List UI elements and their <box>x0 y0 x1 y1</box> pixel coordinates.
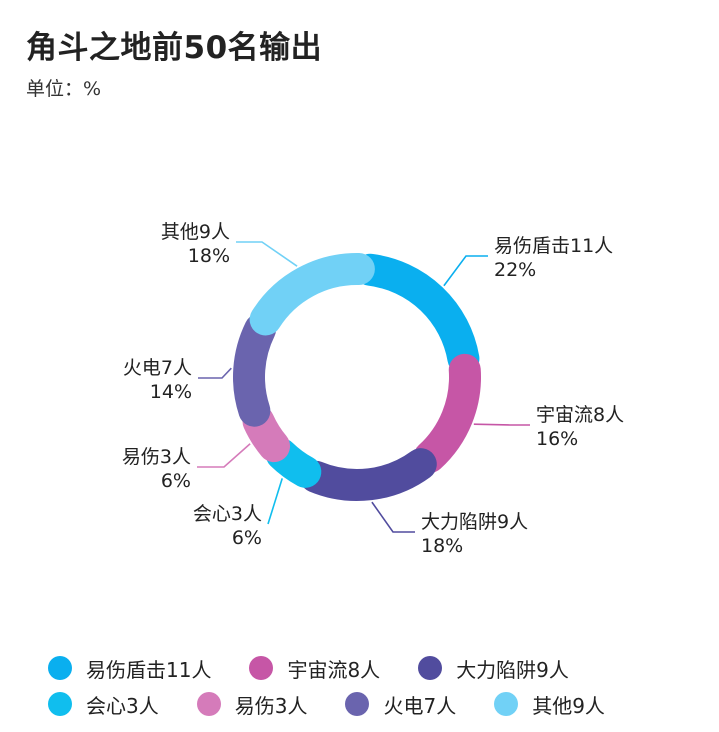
donut-slice[interactable] <box>354 253 480 375</box>
chart-title: 角斗之地前50名输出 <box>26 30 323 66</box>
leader-line <box>197 443 251 468</box>
donut-slice[interactable] <box>233 313 277 427</box>
legend-item[interactable]: 宇宙流8人 <box>249 654 380 683</box>
leader-line <box>198 367 232 379</box>
legend-label: 其他9人 <box>532 693 605 718</box>
slice-label: 易伤盾击11人 <box>494 235 613 257</box>
donut-chart: 易伤盾击11人22%宇宙流8人16%大力陷阱9人18%会心3人6%易伤3人6%火… <box>122 221 624 557</box>
leader-line <box>236 241 298 267</box>
slice-value-label: 6% <box>232 527 262 549</box>
legend-item[interactable]: 易伤3人 <box>196 690 308 719</box>
legend-swatch <box>48 656 72 680</box>
legend-item[interactable]: 其他9人 <box>494 690 605 719</box>
slice-value-label: 18% <box>188 245 230 267</box>
legend-label: 火电7人 <box>383 693 457 718</box>
donut-slice[interactable] <box>249 253 375 336</box>
legend-label: 易伤盾击11人 <box>86 657 212 682</box>
legend-swatch <box>48 692 72 716</box>
slice-value-label: 16% <box>536 428 578 450</box>
slice-label: 会心3人 <box>193 503 262 525</box>
leader-line <box>267 478 283 525</box>
leader-line <box>473 423 530 426</box>
legend-swatch <box>196 692 221 716</box>
slice-value-label: 18% <box>421 535 463 557</box>
donut-slice[interactable] <box>413 353 481 474</box>
legend-row: 会心3人 易伤3人 火电7人 其他9人 <box>48 686 708 722</box>
slice-label: 易伤3人 <box>122 446 191 468</box>
legend-label: 大力陷阱9人 <box>456 657 569 682</box>
slice-label: 火电7人 <box>123 357 192 379</box>
slice-label: 大力陷阱9人 <box>421 511 528 533</box>
legend-item[interactable]: 大力陷阱9人 <box>418 654 569 683</box>
legend-item[interactable]: 火电7人 <box>345 690 456 719</box>
legend-swatch <box>494 692 519 716</box>
slice-value-label: 14% <box>150 381 192 403</box>
legend-row: 易伤盾击11人 宇宙流8人 大力陷阱9人 <box>48 650 708 686</box>
donut-slice[interactable] <box>299 448 437 501</box>
legend-item[interactable]: 易伤盾击11人 <box>48 654 211 683</box>
chart-subtitle: 单位：% <box>26 78 102 100</box>
legend-swatch <box>345 692 370 716</box>
legend-label: 易伤3人 <box>234 693 308 718</box>
legend-item[interactable]: 会心3人 <box>48 690 159 719</box>
legend-swatch <box>418 656 443 680</box>
slice-label: 宇宙流8人 <box>536 404 624 426</box>
slice-value-label: 22% <box>494 259 536 281</box>
slice-label: 其他9人 <box>161 221 230 243</box>
legend: 易伤盾击11人 宇宙流8人 大力陷阱9人 会心3人 易伤3人 火电7人 其他9人 <box>48 650 708 722</box>
leader-line <box>371 501 415 533</box>
slice-value-label: 6% <box>161 470 191 492</box>
legend-swatch <box>249 656 274 680</box>
leader-line <box>443 255 488 287</box>
legend-label: 宇宙流8人 <box>287 657 381 682</box>
legend-label: 会心3人 <box>86 693 159 718</box>
